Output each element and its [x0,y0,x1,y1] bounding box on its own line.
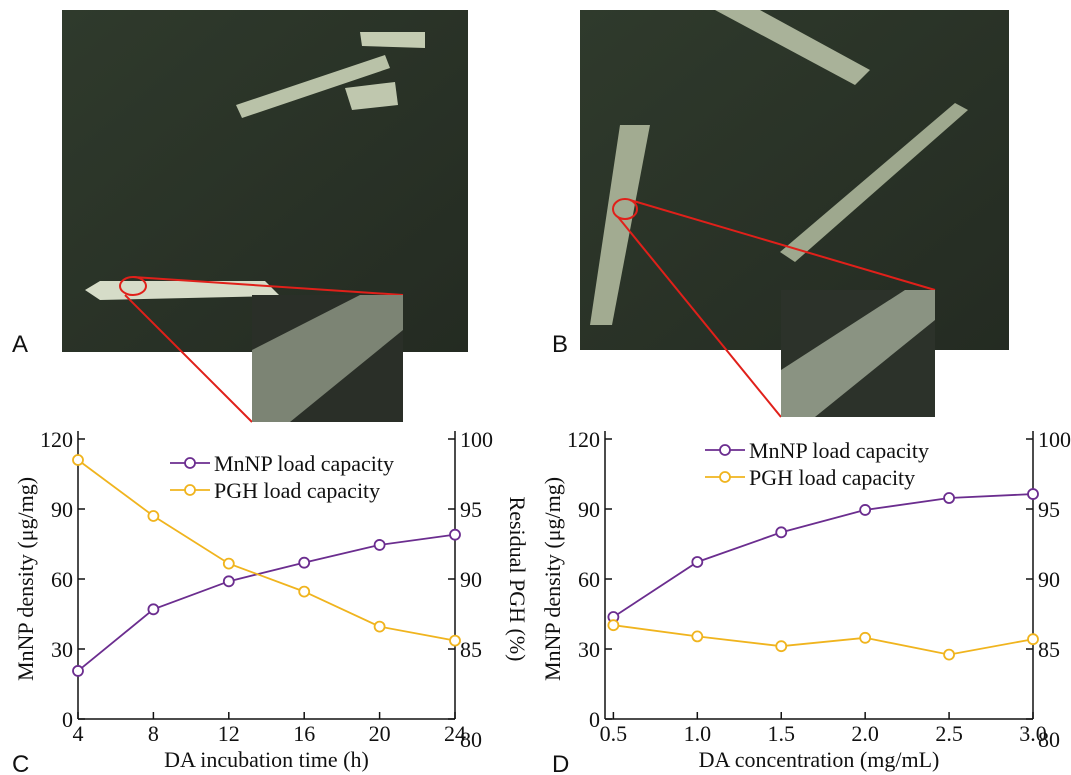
y2-tick-label: 90 [1038,567,1060,592]
x-tick-label: 4 [73,721,84,746]
x-tick-label: 2.0 [851,721,879,746]
data-point [148,511,158,521]
legend-marker [720,445,730,455]
legend-marker [185,458,195,468]
series-line [613,625,1033,654]
legend-label: PGH load capacity [214,478,380,503]
series-line [613,494,1033,617]
data-point [450,636,460,646]
y2-tick-label: 90 [460,567,482,592]
data-point [299,558,309,568]
sem-image-a [62,10,468,422]
data-point [776,641,786,651]
y-tick-label: 0 [589,707,600,732]
data-point [608,620,618,630]
y-axis-label: MnNP density (μg/mg) [540,477,565,681]
y-tick-label: 60 [51,567,73,592]
data-point [944,493,954,503]
panel-label: A [12,331,28,358]
y-tick-label: 30 [578,637,600,662]
x-tick-label: 12 [218,721,240,746]
series-line [78,535,455,671]
y2-tick-label: 95 [460,497,482,522]
y-tick-label: 120 [40,427,73,452]
x-axis-label: DA incubation time (h) [164,747,369,772]
y-tick-label: 90 [578,497,600,522]
sem-image-b [580,10,1009,417]
y-axis-label: MnNP density (μg/mg) [13,477,38,681]
legend-label: PGH load capacity [749,465,915,490]
y-tick-label: 30 [51,637,73,662]
data-point [860,633,870,643]
data-point [860,505,870,515]
data-point [375,540,385,550]
x-tick-label: 0.5 [600,721,628,746]
figure: A B C D 0306090120808590951004812162024D… [0,0,1071,775]
x-tick-label: 3.0 [1019,721,1047,746]
data-point [73,455,83,465]
data-point [224,559,234,569]
x-tick-label: 20 [369,721,391,746]
data-point [692,557,702,567]
data-point [73,666,83,676]
data-point [450,530,460,540]
y-tick-label: 90 [51,497,73,522]
legend-label: MnNP load capacity [214,451,394,476]
panel-label: D [552,751,569,775]
data-point [692,631,702,641]
legend-marker [185,485,195,495]
y-tick-label: 120 [567,427,600,452]
data-point [224,576,234,586]
y2-tick-label: 100 [1038,427,1071,452]
x-tick-label: 1.5 [767,721,795,746]
panel-label: B [552,331,568,358]
y2-tick-label: 95 [1038,497,1060,522]
y2-axis-label: Residual PGH (%) [505,497,530,662]
x-tick-label: 16 [293,721,315,746]
data-point [375,622,385,632]
data-point [1028,489,1038,499]
legend-label: MnNP load capacity [749,438,929,463]
data-point [1028,634,1038,644]
x-tick-label: 24 [444,721,466,746]
y2-tick-label: 85 [1038,637,1060,662]
x-tick-label: 2.5 [935,721,963,746]
panel-label: C [12,751,29,775]
data-point [148,604,158,614]
y-tick-label: 60 [578,567,600,592]
y2-tick-label: 100 [460,427,493,452]
data-point [944,650,954,660]
x-tick-label: 8 [148,721,159,746]
x-axis-label: DA concentration (mg/mL) [699,747,940,772]
x-tick-label: 1.0 [684,721,712,746]
legend-marker [720,472,730,482]
y2-tick-label: 85 [460,637,482,662]
y-tick-label: 0 [62,707,73,732]
data-point [299,587,309,597]
data-point [776,527,786,537]
